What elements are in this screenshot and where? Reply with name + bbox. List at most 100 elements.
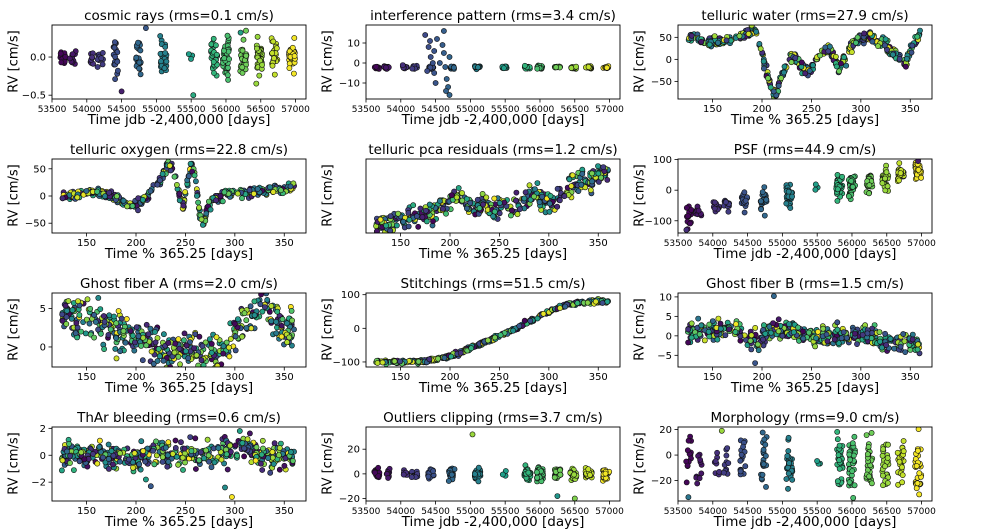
data-point bbox=[500, 65, 507, 71]
data-point bbox=[172, 340, 179, 347]
x-axis-label: Time % 365.25 [days] bbox=[418, 246, 568, 262]
data-point bbox=[237, 29, 244, 36]
data-point bbox=[806, 68, 813, 74]
data-point bbox=[817, 52, 823, 59]
data-point bbox=[405, 223, 412, 230]
data-point bbox=[882, 36, 889, 43]
data-point bbox=[270, 38, 277, 45]
data-point bbox=[139, 357, 146, 364]
data-point bbox=[696, 475, 703, 482]
data-point bbox=[585, 64, 592, 70]
data-point bbox=[424, 68, 431, 74]
x-tick-label: 54500 bbox=[107, 105, 136, 115]
data-point bbox=[908, 49, 915, 56]
data-point bbox=[685, 437, 692, 444]
data-point bbox=[448, 192, 455, 199]
data-point bbox=[834, 436, 841, 443]
data-point bbox=[741, 189, 748, 196]
data-point bbox=[881, 42, 888, 49]
data-points bbox=[371, 28, 612, 98]
data-point bbox=[491, 195, 498, 202]
data-point bbox=[723, 452, 730, 459]
axes-frame bbox=[51, 24, 307, 100]
data-point bbox=[152, 339, 159, 346]
data-point bbox=[896, 177, 902, 184]
data-point bbox=[566, 176, 573, 183]
x-axis-label: Time % 365.25 [days] bbox=[104, 246, 254, 262]
data-point bbox=[781, 69, 787, 76]
data-point bbox=[900, 438, 907, 444]
data-points bbox=[57, 25, 298, 99]
data-point bbox=[213, 51, 220, 58]
data-point bbox=[383, 222, 389, 229]
data-point bbox=[767, 84, 774, 91]
x-tick-label: 55000 bbox=[768, 507, 797, 517]
data-point bbox=[64, 307, 70, 314]
data-point bbox=[802, 70, 809, 77]
data-point bbox=[849, 440, 856, 447]
data-point bbox=[479, 191, 486, 197]
data-point bbox=[165, 340, 172, 346]
data-point bbox=[546, 208, 553, 215]
data-point bbox=[213, 334, 220, 340]
data-point bbox=[287, 183, 294, 190]
x-tick-label: 57000 bbox=[281, 105, 310, 115]
data-point bbox=[158, 58, 164, 65]
data-point bbox=[787, 205, 794, 211]
data-point bbox=[866, 190, 872, 197]
data-point bbox=[145, 331, 152, 337]
data-point bbox=[436, 60, 443, 66]
data-point bbox=[459, 190, 465, 196]
data-point bbox=[846, 479, 853, 486]
y-tick-label: 0.0 bbox=[30, 53, 46, 64]
data-point bbox=[267, 184, 273, 190]
data-point bbox=[250, 190, 257, 197]
data-point bbox=[182, 189, 188, 195]
data-point bbox=[431, 48, 438, 54]
data-point bbox=[490, 213, 496, 220]
data-point bbox=[711, 33, 718, 39]
x-tick-label: 57000 bbox=[907, 239, 936, 249]
data-point bbox=[120, 328, 127, 334]
data-point bbox=[273, 330, 280, 337]
data-point bbox=[112, 346, 119, 352]
data-point bbox=[259, 62, 265, 68]
data-point bbox=[854, 34, 861, 41]
data-point bbox=[547, 193, 554, 199]
data-points bbox=[59, 293, 297, 367]
x-tick-label: 54000 bbox=[386, 105, 415, 115]
data-point bbox=[426, 201, 433, 208]
data-point bbox=[266, 308, 273, 315]
plot-area: 53500 54000 54500 55000 55500 56000 56500 57000… bbox=[339, 24, 624, 115]
axes-frame bbox=[677, 24, 933, 100]
data-point bbox=[688, 32, 695, 39]
data-point bbox=[884, 455, 891, 461]
data-point bbox=[162, 43, 169, 50]
data-point bbox=[758, 206, 764, 213]
x-tick-label: 54000 bbox=[698, 507, 727, 517]
data-point bbox=[775, 82, 782, 89]
data-point bbox=[208, 341, 215, 347]
x-axis-label: Time % 365.25 [days] bbox=[104, 380, 254, 396]
data-point bbox=[405, 210, 412, 216]
x-tick-label: 56500 bbox=[872, 239, 901, 249]
data-point bbox=[410, 202, 417, 209]
data-point bbox=[239, 64, 246, 71]
data-point bbox=[441, 50, 447, 56]
data-point bbox=[765, 75, 771, 82]
data-point bbox=[843, 62, 850, 69]
x-tick-label: 55000 bbox=[456, 105, 485, 115]
data-point bbox=[117, 348, 123, 355]
data-point bbox=[137, 47, 144, 54]
data-point bbox=[105, 332, 112, 338]
data-point bbox=[834, 198, 841, 204]
x-tick-label: 53500 bbox=[38, 105, 67, 115]
data-point bbox=[865, 443, 872, 450]
data-point bbox=[554, 203, 561, 210]
data-point bbox=[273, 45, 280, 52]
data-point bbox=[399, 62, 406, 68]
data-point bbox=[748, 25, 755, 29]
data-point bbox=[839, 173, 845, 180]
